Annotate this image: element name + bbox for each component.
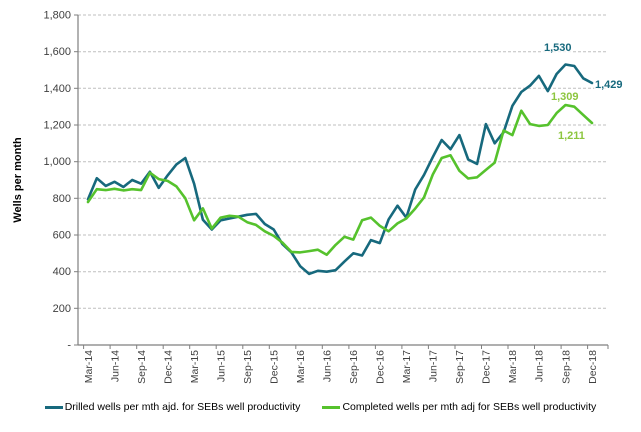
legend-label-drilled: Drilled wells per mth ajd. for SEBs well… (64, 401, 301, 413)
y-axis-title: Wells per month (12, 137, 24, 223)
svg-text:1,800: 1,800 (43, 10, 71, 22)
svg-text:Dec-15: Dec-15 (269, 350, 281, 384)
svg-text:-: - (67, 340, 71, 352)
svg-text:Sep-16: Sep-16 (348, 350, 360, 384)
svg-text:1,000: 1,000 (43, 156, 71, 168)
completed-last-value-label: 1,211 (557, 130, 586, 142)
svg-text:Sep-17: Sep-17 (454, 350, 466, 384)
svg-text:Dec-17: Dec-17 (481, 350, 493, 384)
drilled-last-value-label: 1,429 (594, 79, 624, 91)
svg-text:800: 800 (53, 193, 71, 205)
completed-line-swatch (322, 405, 341, 409)
svg-text:Sep-15: Sep-15 (242, 350, 254, 384)
svg-text:1,400: 1,400 (43, 83, 71, 95)
svg-text:Dec-16: Dec-16 (375, 350, 387, 384)
svg-text:Jun-17: Jun-17 (428, 350, 440, 382)
chart-legend: Drilled wells per mth ajd. for SEBs well… (0, 401, 641, 413)
completed-series-line (86, 103, 594, 257)
svg-text:Sep-18: Sep-18 (560, 350, 572, 384)
svg-text:Mar-14: Mar-14 (83, 350, 95, 383)
svg-text:Jun-15: Jun-15 (215, 350, 227, 382)
legend-label-completed: Completed wells per mth adj for SEBs wel… (342, 401, 597, 413)
svg-text:Sep-14: Sep-14 (136, 350, 148, 384)
svg-text:1,200: 1,200 (43, 120, 71, 132)
drilled-line-swatch (44, 405, 63, 409)
drilled-peak-value-label: 1,530 (543, 42, 573, 54)
svg-text:200: 200 (53, 303, 71, 315)
svg-text:Jun-18: Jun-18 (534, 350, 546, 382)
svg-text:Mar-15: Mar-15 (189, 350, 201, 383)
legend-item-drilled: Drilled wells per mth ajd. for SEBs well… (44, 401, 301, 413)
svg-text:Jun-16: Jun-16 (322, 350, 334, 382)
svg-text:Dec-18: Dec-18 (587, 350, 599, 384)
svg-text:1,600: 1,600 (43, 46, 71, 58)
drilled-series-line (86, 63, 594, 276)
svg-text:Mar-17: Mar-17 (401, 350, 413, 383)
svg-text:600: 600 (53, 230, 71, 242)
completed-peak-value-label: 1,309 (550, 91, 580, 103)
svg-text:400: 400 (53, 266, 71, 278)
svg-text:Mar-16: Mar-16 (295, 350, 307, 383)
legend-item-completed: Completed wells per mth adj for SEBs wel… (322, 401, 596, 413)
svg-text:Jun-14: Jun-14 (109, 350, 121, 382)
svg-text:Mar-18: Mar-18 (507, 350, 519, 383)
svg-text:Dec-14: Dec-14 (162, 350, 174, 384)
